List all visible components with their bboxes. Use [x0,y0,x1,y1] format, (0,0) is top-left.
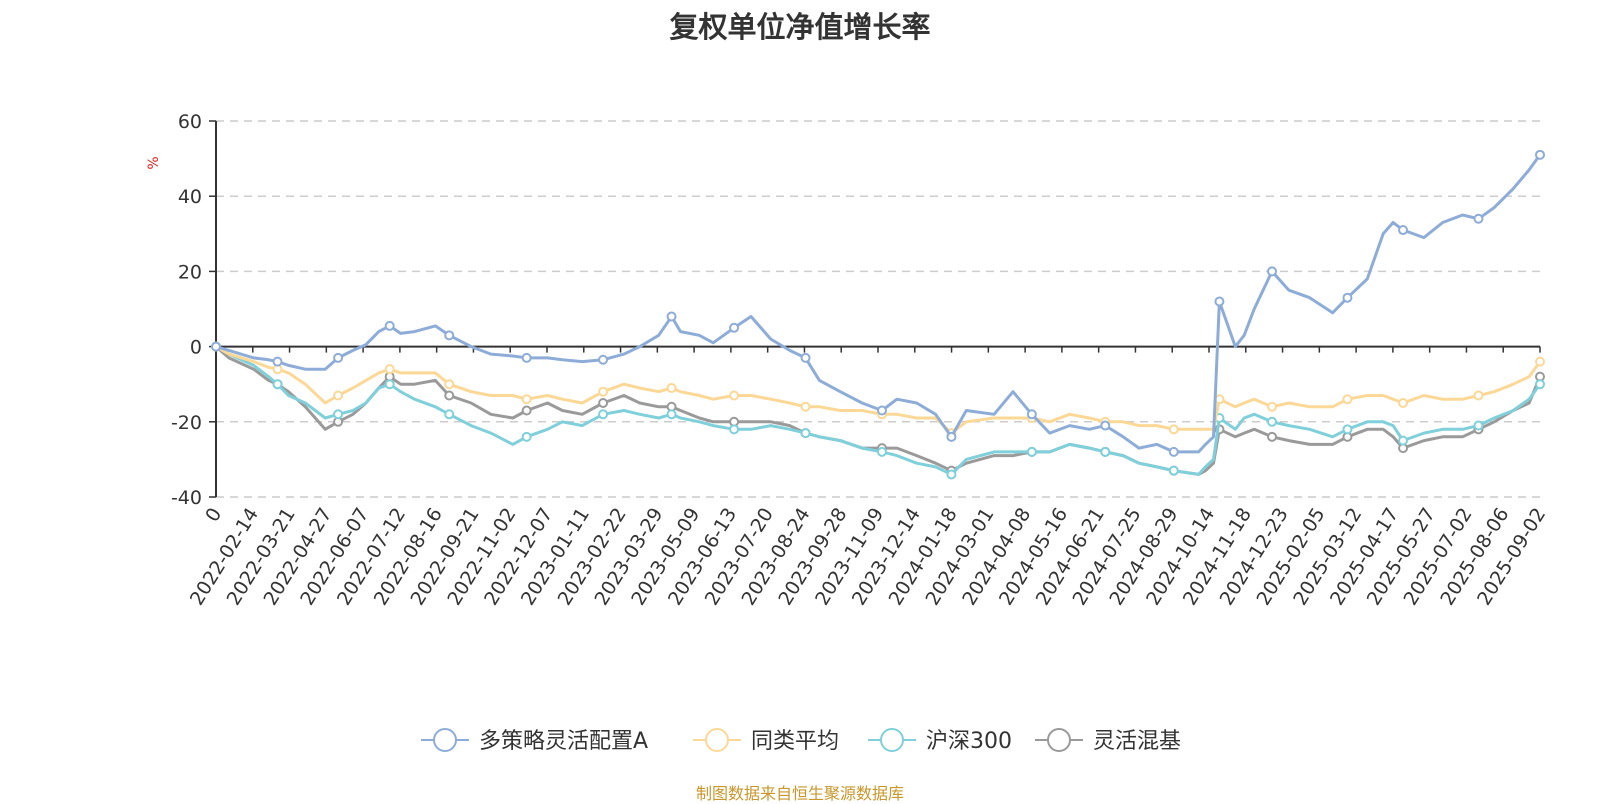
series-point [800,428,811,439]
series-point [1100,446,1111,457]
y-tick-label: 40 [178,186,202,208]
series-point [384,364,395,375]
series-point [384,379,395,390]
series-point [1168,424,1179,435]
series-point [666,409,677,420]
series-point [666,311,677,322]
series-point [333,390,344,401]
series-point [729,322,740,333]
grid-layer [216,120,1540,498]
source-note: 制图数据来自恒生聚源数据库 [695,784,904,803]
series-point [729,390,740,401]
series-point [800,352,811,363]
series-point [521,394,532,405]
series-point [444,330,455,341]
series-point [1168,465,1179,476]
series-point [598,354,609,365]
series-point [521,431,532,442]
series-point [1535,149,1545,160]
series-point [333,409,344,420]
series-point [1398,225,1409,236]
chart-title: 复权单位净值增长率 [669,10,931,44]
y-tick-label: -20 [171,412,202,434]
series-point [444,379,455,390]
legend: 多策略灵活配置A 同类平均 沪深300 灵活混基 [421,728,1181,754]
series-point [1168,446,1179,457]
series-point [521,352,532,363]
legend-label: 沪深300 [926,729,1012,754]
series-point [598,398,609,408]
series-point [729,424,740,435]
series-point [521,405,532,416]
series-point [1342,394,1353,405]
series-point [598,386,609,397]
y-tick-label: -40 [171,487,202,509]
legend-marker-icon [1047,728,1071,752]
series-point [800,401,811,412]
legend-item[interactable]: 同类平均 [693,728,839,754]
series-point [444,390,455,401]
legend-marker-icon [705,728,729,752]
series-point [1473,420,1484,431]
series-point [1342,292,1353,303]
series-point [1535,356,1545,367]
y-tick-label: 20 [178,261,202,283]
legend-item[interactable]: 灵活混基 [1035,728,1181,754]
series-point [1535,379,1545,390]
series-point [384,320,395,331]
axis-layer: 6040200-20-40%02022-02-142022-03-212022-… [146,111,1550,609]
legend-label: 灵活混基 [1093,729,1181,754]
series-point [1100,420,1111,431]
legend-label: 同类平均 [751,729,839,754]
series-point [1473,390,1484,401]
series-point [598,409,609,420]
y-tick-label: 0 [190,337,202,359]
series-layer [211,149,1545,480]
series-point [946,431,957,442]
series-point [876,405,887,416]
series-point [666,382,677,393]
y-tick-label: 60 [178,111,202,133]
series-point [1398,398,1409,408]
series-point [211,341,221,352]
series-point [1267,401,1278,412]
series-point [1267,266,1278,277]
series-point [1398,435,1409,446]
y-unit-label: % [146,156,162,169]
series-point [1342,424,1353,435]
legend-item[interactable]: 沪深300 [868,728,1012,754]
legend-marker-icon [433,728,457,752]
series-point [876,446,887,457]
series-point [1214,296,1225,307]
legend-marker-icon [880,728,904,752]
series-point [946,469,957,480]
series-point [1026,409,1037,420]
series-point [272,356,283,367]
x-tick-label: 0 [201,504,226,526]
series-line-1 [215,345,1542,435]
series-point [1473,213,1484,224]
series-point [272,379,283,390]
series-point [444,409,455,420]
legend-label: 多策略灵活配置A [479,729,648,754]
series-point [333,352,344,363]
series-point [1267,431,1278,442]
series-point [1026,446,1037,457]
series-line-0 [215,153,1542,454]
series-point [1267,416,1278,427]
legend-item[interactable]: 多策略灵活配置A [421,728,648,754]
